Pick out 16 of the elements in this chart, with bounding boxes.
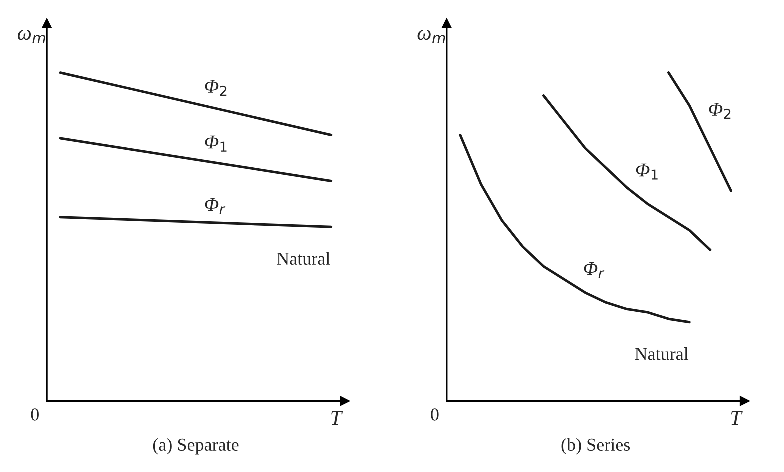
x-axis-title: T — [731, 411, 743, 426]
text: (b) Series — [562, 438, 630, 455]
series-label: Φ$_{1}$ — [636, 164, 658, 180]
y-axis-title: ω$_{m}$ — [18, 30, 46, 44]
series-label: Φ$_{2}$ — [205, 80, 227, 96]
series-label: Φ$_{2}$ — [709, 103, 731, 120]
y-axis-title: ω$_{m}$ — [418, 30, 446, 44]
text: 0 — [431, 408, 439, 421]
x-axis-title: T — [332, 411, 344, 426]
series-label: Φ$_{r}$ — [205, 198, 226, 214]
annotation: Natural — [277, 252, 330, 266]
text: 0 — [31, 408, 39, 421]
series-label: Φ$_{1}$ — [205, 136, 227, 152]
annotation: Natural — [635, 348, 689, 360]
text: (a) Separate — [153, 438, 239, 455]
series-label: Φ$_{r}$ — [584, 262, 605, 278]
